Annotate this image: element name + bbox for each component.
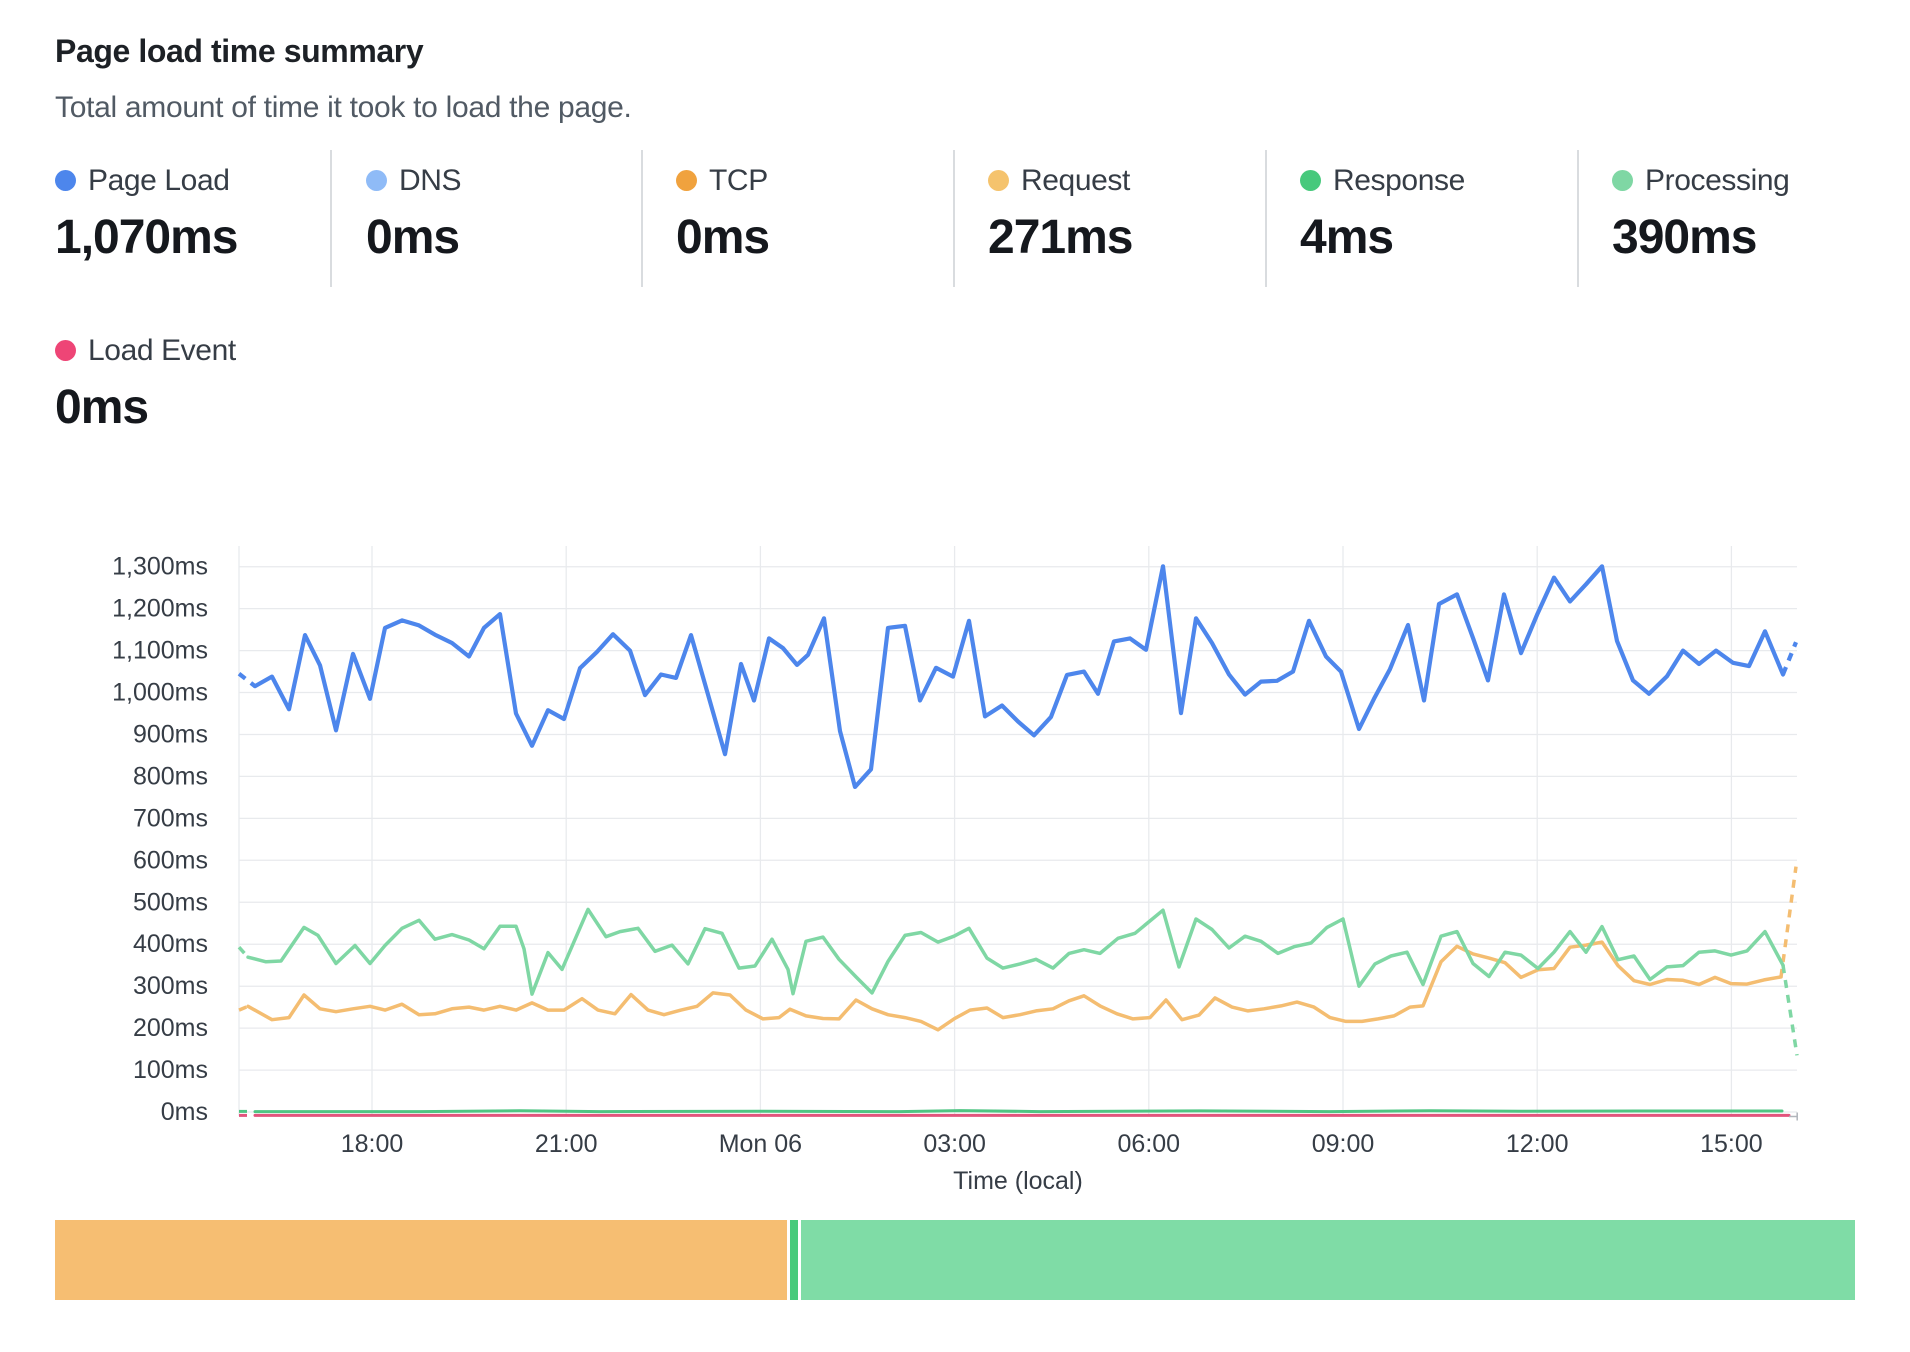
svg-text:200ms: 200ms bbox=[133, 1014, 208, 1042]
svg-text:Time (local): Time (local) bbox=[953, 1167, 1083, 1195]
svg-text:09:00: 09:00 bbox=[1312, 1130, 1375, 1158]
svg-text:12:00: 12:00 bbox=[1506, 1130, 1569, 1158]
svg-text:1,000ms: 1,000ms bbox=[112, 679, 208, 707]
svg-text:1,100ms: 1,100ms bbox=[112, 637, 208, 665]
svg-text:100ms: 100ms bbox=[133, 1056, 208, 1084]
svg-text:0ms: 0ms bbox=[161, 1098, 208, 1126]
svg-text:800ms: 800ms bbox=[133, 762, 208, 790]
svg-text:Mon 06: Mon 06 bbox=[719, 1130, 802, 1158]
svg-text:300ms: 300ms bbox=[133, 972, 208, 1000]
svg-text:06:00: 06:00 bbox=[1118, 1130, 1181, 1158]
svg-text:600ms: 600ms bbox=[133, 846, 208, 874]
svg-text:1,200ms: 1,200ms bbox=[112, 595, 208, 623]
svg-text:21:00: 21:00 bbox=[535, 1130, 598, 1158]
svg-text:18:00: 18:00 bbox=[341, 1130, 404, 1158]
svg-text:500ms: 500ms bbox=[133, 888, 208, 916]
svg-text:03:00: 03:00 bbox=[923, 1130, 986, 1158]
svg-text:1,300ms: 1,300ms bbox=[112, 553, 208, 581]
svg-text:400ms: 400ms bbox=[133, 930, 208, 958]
svg-text:700ms: 700ms bbox=[133, 804, 208, 832]
svg-text:15:00: 15:00 bbox=[1700, 1130, 1763, 1158]
svg-text:900ms: 900ms bbox=[133, 721, 208, 749]
